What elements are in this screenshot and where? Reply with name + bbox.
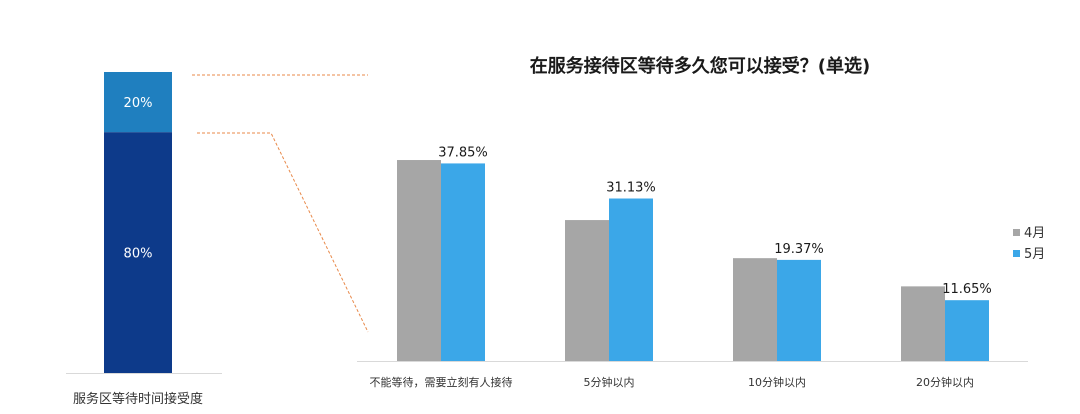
stack-segment-label: 20% <box>124 96 153 111</box>
legend-label: 5月 <box>1024 247 1045 262</box>
bar <box>609 198 653 361</box>
bar <box>565 220 609 361</box>
bar <box>901 286 945 361</box>
bar <box>441 163 485 361</box>
stack-segment-label: 80% <box>124 247 153 262</box>
legend-swatch <box>1013 229 1020 236</box>
chart-title: 在服务接待区等待多久您可以接受？(单选) <box>529 56 871 77</box>
stack-segment <box>104 132 172 373</box>
bar <box>945 300 989 361</box>
connector-line <box>197 132 369 333</box>
category-label: 不能等待，需要立刻有人接待 <box>370 375 513 389</box>
bar <box>733 258 777 361</box>
bar <box>777 259 821 361</box>
data-label: 37.85% <box>438 145 488 160</box>
legend-swatch <box>1013 250 1020 257</box>
category-label: 5分钟以内 <box>584 375 635 389</box>
data-label: 19.37% <box>774 242 824 257</box>
category-label: 20分钟以内 <box>916 375 974 389</box>
bar <box>397 160 441 361</box>
stack-segment <box>104 72 172 133</box>
stacked-bar-chart: 20% 80% <box>66 72 222 374</box>
data-label: 11.65% <box>942 282 992 297</box>
data-label: 31.13% <box>606 181 656 196</box>
stacked-bar-caption: 服务区等待时间接受度 <box>72 392 203 407</box>
legend-label: 4月 <box>1024 226 1045 241</box>
category-label: 10分钟以内 <box>748 375 806 389</box>
